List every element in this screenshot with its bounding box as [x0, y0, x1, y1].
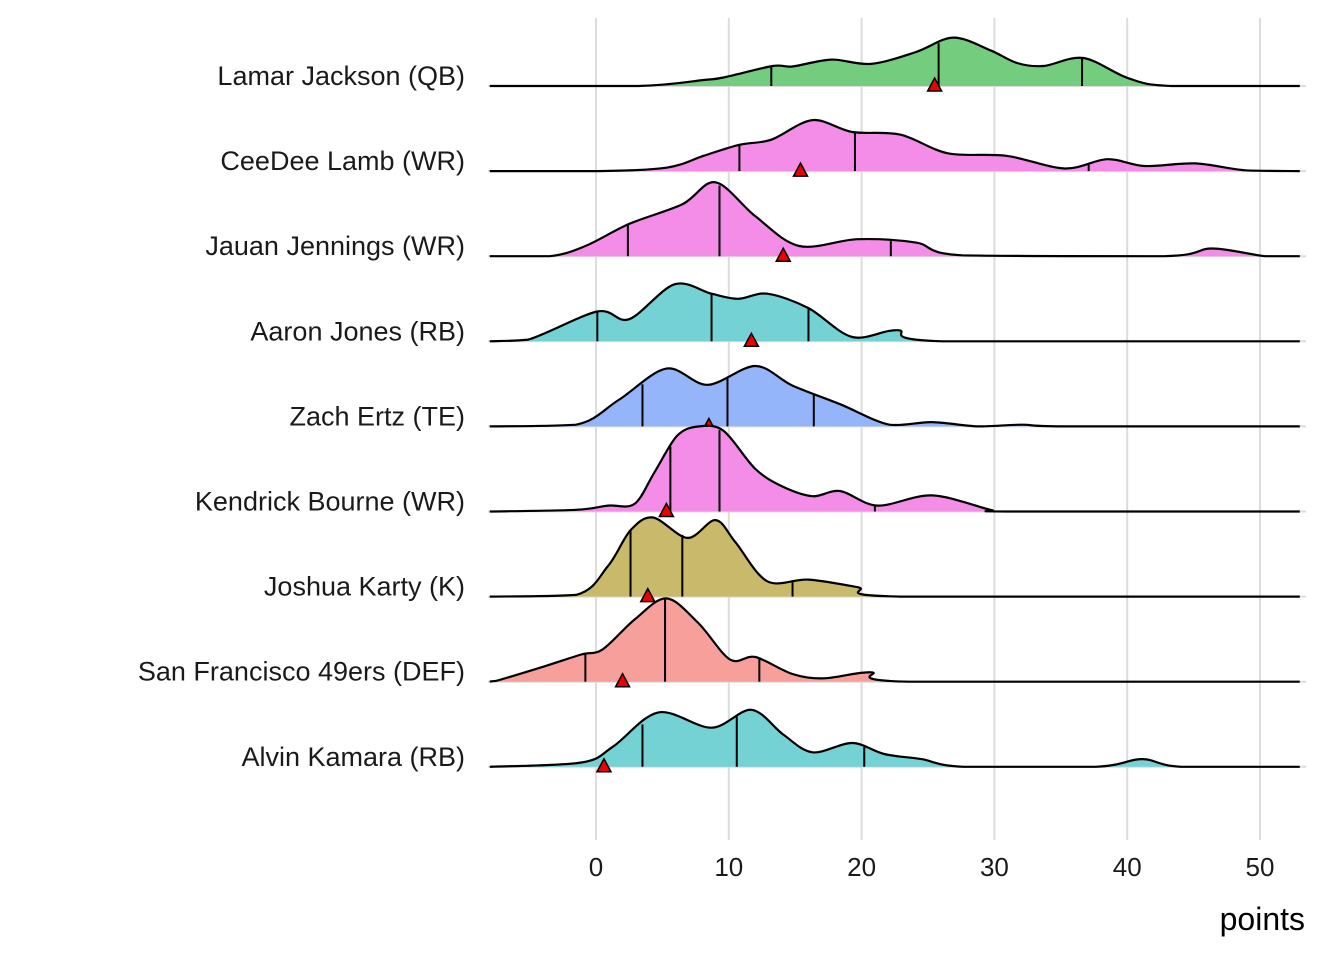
x-axis-title: points — [1220, 901, 1305, 937]
marker-triangle — [774, 246, 792, 262]
ridge-joshua-karty-k — [488, 516, 1300, 603]
x-tick-label: 30 — [980, 852, 1009, 882]
ridge-alvin-kamara-rb — [488, 708, 1300, 773]
density-line — [489, 181, 1300, 258]
marker-triangle — [639, 587, 657, 603]
y-label: Joshua Karty (K) — [264, 572, 465, 602]
ridge-lamar-jackson-qb — [488, 36, 1300, 92]
y-label: Alvin Kamara (RB) — [241, 742, 465, 772]
density-line — [489, 516, 1300, 598]
ridge-jauan-jennings-wr — [488, 181, 1300, 262]
ridges — [488, 36, 1300, 773]
density-area — [488, 598, 1300, 682]
marker-triangle — [595, 757, 613, 773]
density-area — [488, 182, 1300, 257]
density-area — [488, 120, 1300, 172]
density-area — [488, 365, 1300, 427]
density-line — [489, 364, 1300, 428]
density-line — [489, 36, 1300, 88]
density-area — [488, 283, 1300, 342]
density-line — [489, 118, 1300, 173]
y-axis-labels: Lamar Jackson (QB) CeeDee Lamb (WR) Jauan … — [138, 61, 465, 772]
y-label: Aaron Jones (RB) — [250, 316, 465, 346]
y-label: San Francisco 49ers (DEF) — [138, 657, 465, 687]
ridge-ceedee-lamb-wr — [488, 118, 1300, 177]
density-line — [489, 282, 1300, 343]
ridge-aaron-jones-rb — [488, 282, 1300, 348]
density-line — [489, 424, 1300, 513]
y-label: CeeDee Lamb (WR) — [220, 146, 465, 176]
x-tick-label: 20 — [847, 852, 876, 882]
density-area — [488, 425, 1300, 512]
marker-triangle — [926, 76, 943, 92]
x-tick-label: 50 — [1246, 852, 1275, 882]
ridge-zach-ertz-te — [488, 364, 1300, 433]
ridge-kendrick-bourne-wr — [488, 424, 1300, 518]
x-tick-label: 40 — [1113, 852, 1142, 882]
y-label: Zach Ertz (TE) — [289, 401, 465, 431]
y-label: Lamar Jackson (QB) — [217, 61, 465, 91]
marker-triangle — [658, 501, 675, 518]
y-label: Jauan Jennings (WR) — [205, 231, 465, 261]
marker-triangle — [792, 161, 809, 177]
x-tick-label: 0 — [589, 852, 603, 882]
density-area — [488, 517, 1300, 597]
marker-triangle — [614, 672, 631, 688]
y-label: Kendrick Bourne (WR) — [195, 487, 465, 517]
x-tick-label: 10 — [714, 852, 743, 882]
x-axis-ticks: 0 10 20 30 40 50 — [589, 852, 1275, 882]
ridge-san-francisco-49ers-def — [488, 597, 1300, 688]
density-area — [488, 709, 1300, 767]
density-line — [488, 597, 1300, 683]
marker-triangle — [743, 331, 760, 348]
density-line — [489, 708, 1300, 768]
density-area — [488, 37, 1300, 86]
